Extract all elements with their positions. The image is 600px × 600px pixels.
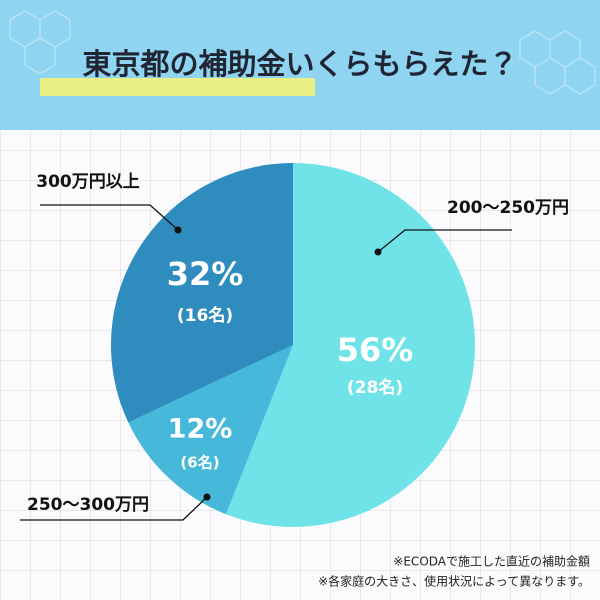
highlight bbox=[40, 78, 315, 96]
note: ※各家庭の大きさ、使用状況によって異なります。 bbox=[318, 574, 590, 589]
value-label: 32% bbox=[167, 255, 244, 293]
category-label: 200〜250万円 bbox=[447, 198, 569, 218]
count-label: (28名) bbox=[347, 377, 403, 398]
count-label: (16名) bbox=[177, 305, 233, 326]
pie-slice bbox=[128, 345, 293, 515]
pie: 56% (28名) 12% (6名) 32% (16名) bbox=[110, 163, 475, 527]
chart-title: 東京都の補助金いくらもらえた？ bbox=[82, 47, 517, 81]
category-label: 300万円以上 bbox=[36, 172, 140, 192]
header-band bbox=[0, 0, 600, 130]
hex-decoration bbox=[9, 10, 596, 95]
value-label: 12% bbox=[168, 414, 233, 445]
pie-slice bbox=[226, 163, 475, 527]
note: ※ECODAで施工した直近の補助金額 bbox=[393, 554, 590, 569]
count-label: (6名) bbox=[180, 454, 219, 472]
leader-lines bbox=[20, 204, 512, 521]
pie-slice bbox=[110, 163, 294, 423]
leader-dots bbox=[174, 226, 382, 501]
category-label: 250〜300万円 bbox=[27, 495, 149, 515]
value-label: 56% bbox=[337, 331, 414, 369]
